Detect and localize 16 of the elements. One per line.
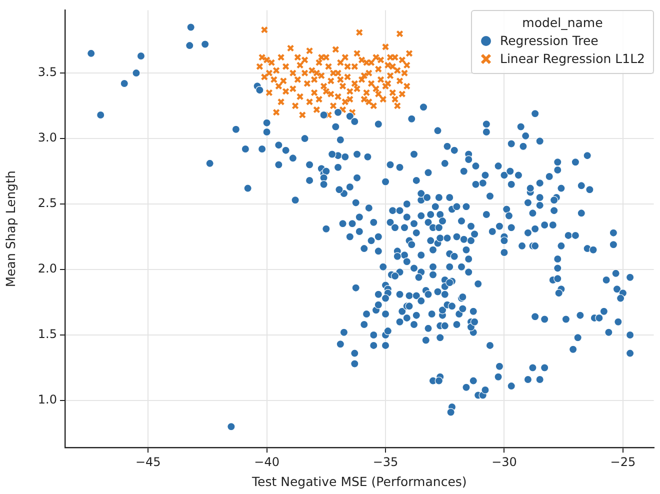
legend-label: Regression Tree	[500, 33, 598, 48]
legend-title: model_name	[521, 15, 604, 30]
y-tick-label: 3.5	[38, 65, 57, 80]
x-tick-label: −40	[254, 454, 280, 469]
y-tick-label: 2.5	[38, 196, 57, 210]
legend-label: Linear Regression L1L2	[500, 51, 645, 66]
y-tick-label: 1.0	[38, 392, 57, 407]
x-tick-label: −25	[610, 454, 636, 469]
x-tick-label: −30	[492, 454, 517, 469]
y-tick-label: 2.0	[38, 262, 57, 276]
x-tick-label: −35	[372, 454, 398, 469]
y-axis-title: Mean Shap Length	[2, 170, 18, 288]
x-axis-title: Test Negative MSE (Performances)	[251, 474, 467, 489]
y-tick-label: 3.0	[38, 130, 57, 145]
y-tick-label: 1.5	[38, 327, 57, 342]
x-tick-label: −45	[135, 454, 161, 469]
